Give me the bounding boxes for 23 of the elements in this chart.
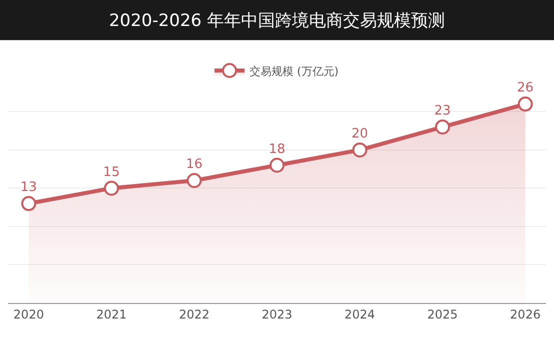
point [352, 142, 368, 158]
point [104, 180, 119, 196]
x-tick-label: 2024 [344, 307, 376, 322]
x-tick-label: 2021 [96, 307, 127, 322]
data-label: 16 [186, 157, 203, 172]
x-tick-label: 2020 [13, 307, 44, 322]
data-label: 13 [20, 180, 37, 196]
chart-title: 2020-2026 年年中国跨境电商交易规模预测 [108, 11, 446, 32]
point [21, 196, 36, 212]
x-tick-label: 2023 [262, 307, 292, 322]
point [186, 173, 202, 188]
data-label: 20 [351, 126, 368, 142]
data-label: 15 [103, 164, 120, 180]
point [270, 158, 284, 173]
x-tick-label: 2025 [427, 307, 458, 322]
x-tick-label: 2026 [510, 307, 541, 322]
point [435, 119, 450, 134]
data-label: 18 [268, 142, 286, 157]
legend-label: 交易规模 (万亿元) [250, 64, 339, 78]
data-label: 23 [434, 104, 451, 119]
point [518, 96, 533, 112]
x-tick-label: 2022 [178, 307, 210, 322]
data-label: 26 [517, 80, 534, 96]
